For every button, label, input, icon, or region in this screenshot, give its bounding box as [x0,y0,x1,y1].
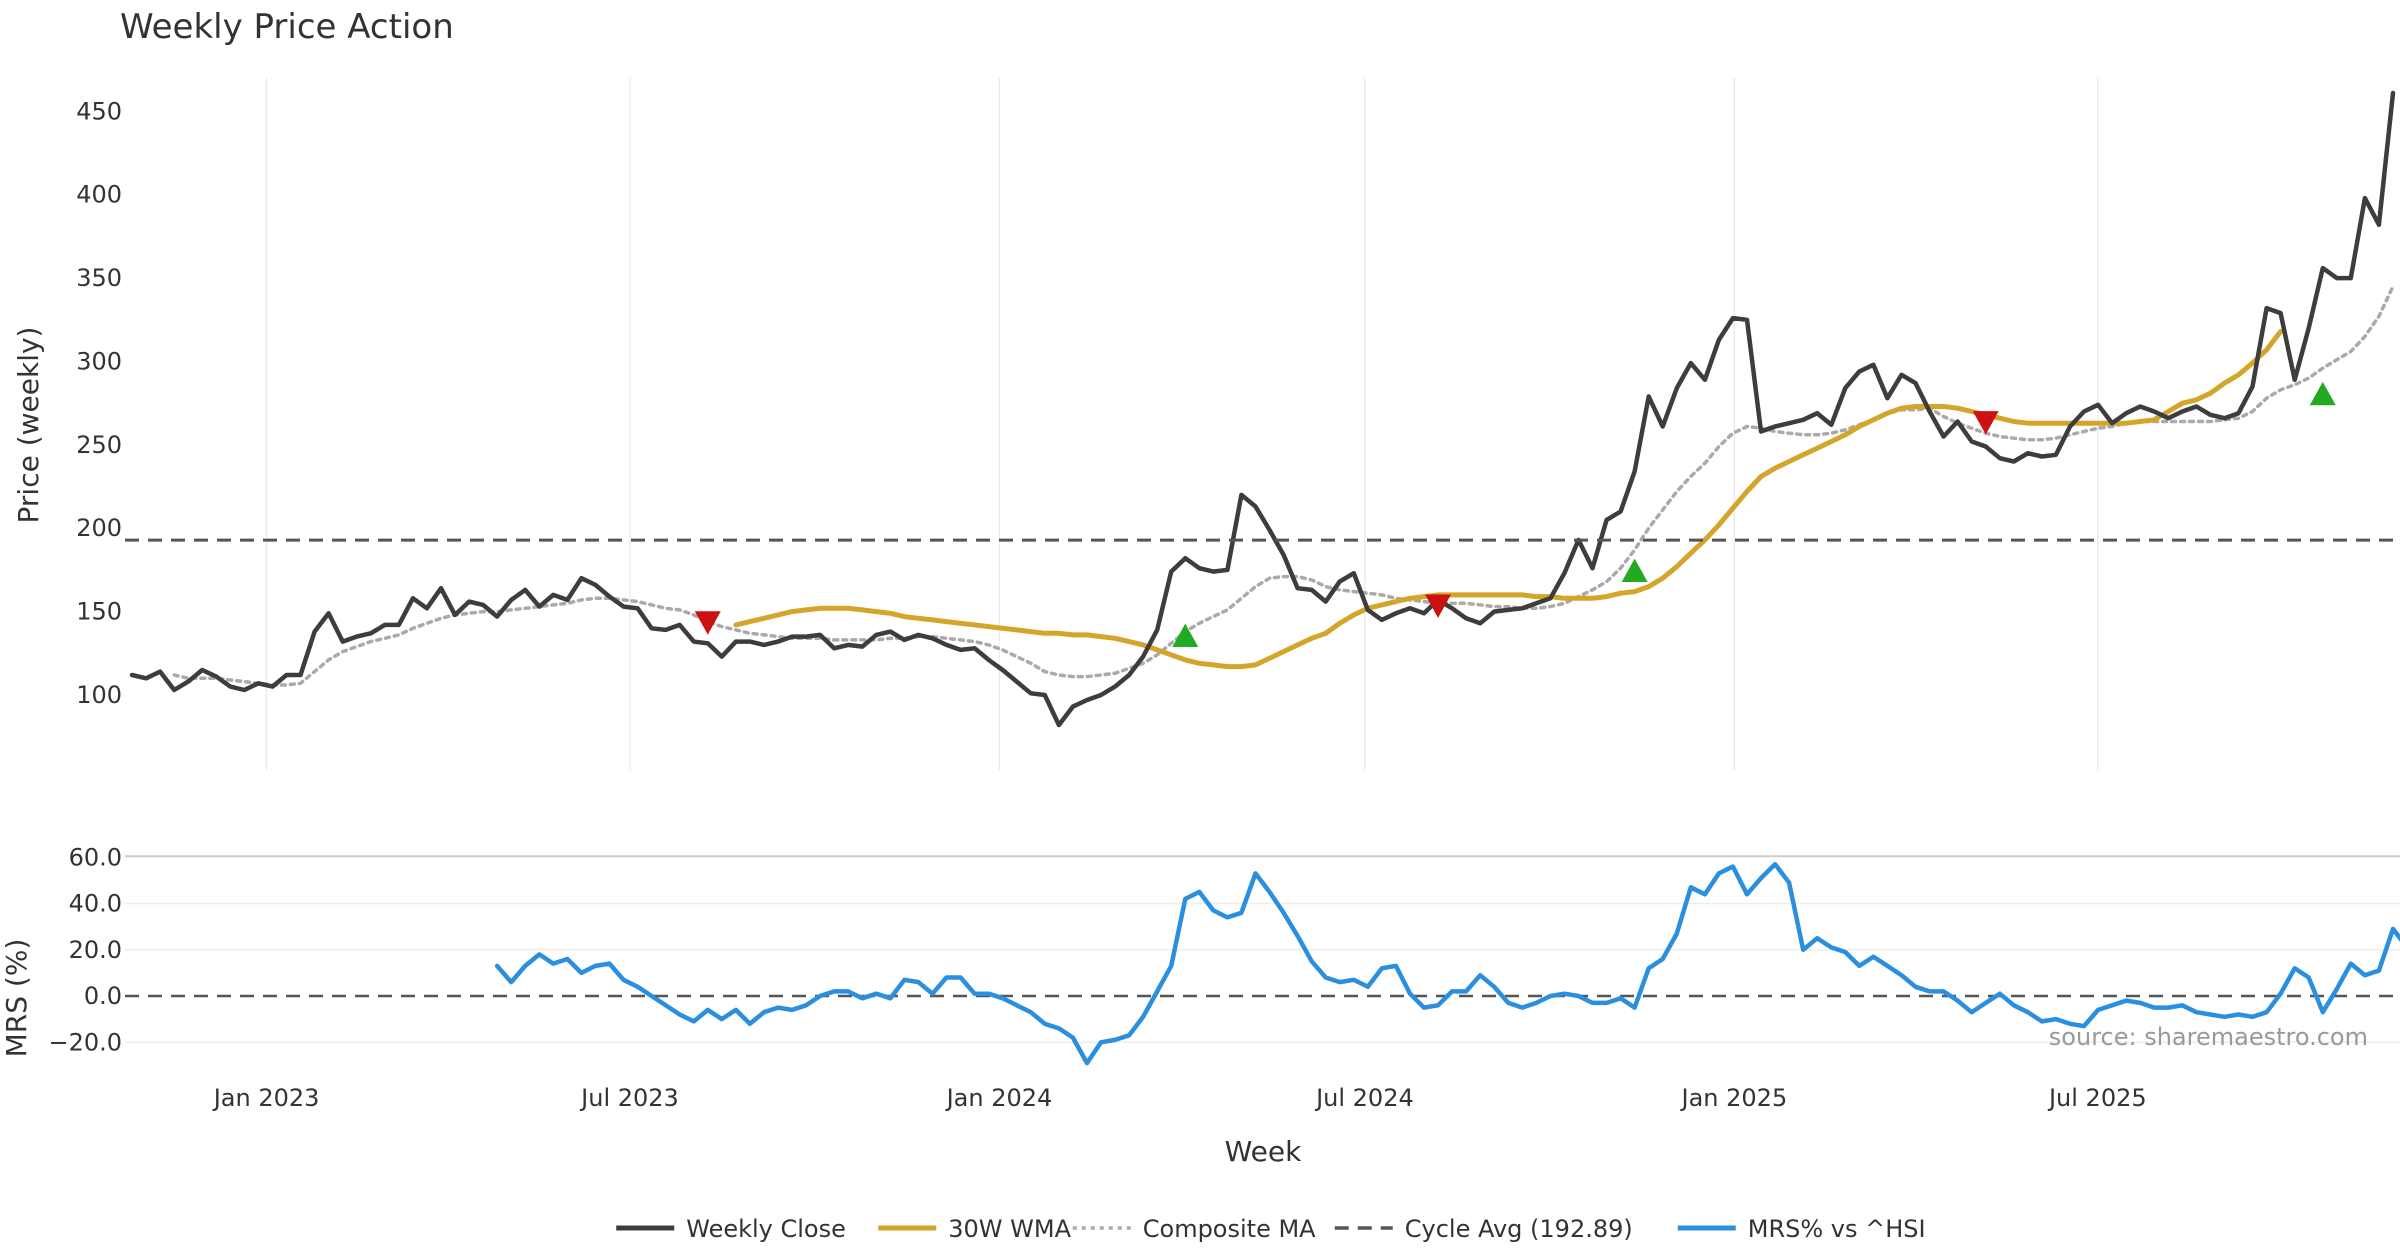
wma-30w-line [733,329,2284,670]
legend-label: Weekly Close [686,1215,846,1243]
mrs-y-tick-label: 0.0 [84,982,122,1010]
buy-signal-marker [2309,381,2336,406]
x-axis-label: Week [1225,1135,1302,1168]
price-y-tick-label: 400 [76,181,122,209]
legend-label: Cycle Avg (192.89) [1405,1215,1633,1243]
mrs-y-tick-label: 20.0 [69,936,122,964]
top-series-layer [125,90,2400,728]
legend-label: MRS% vs ^HSI [1748,1215,1926,1243]
sell-signal-marker [1425,594,1452,618]
weekly-close-line [129,90,2396,728]
mrs-y-axis-label: MRS (%) [0,939,33,1058]
price-y-tick-label: 350 [76,264,122,292]
price-y-tick-label: 200 [76,514,122,542]
price-y-tick-label: 250 [76,431,122,459]
x-tick-label: Jan 2025 [1680,1084,1788,1112]
price-y-tick-label: 300 [76,347,122,375]
axis-text-layer: Jan 2023 Jul 2023 Jan 2024 Jul 2024 Jan 2025… [48,97,2146,1112]
price-y-axis-label: Price (weekly) [12,327,45,524]
composite-ma-line [172,284,2395,687]
buy-signal-marker [1621,558,1648,582]
source-annotation: source: sharemaestro.com [2049,1023,2368,1051]
price-y-tick-label: 450 [76,97,122,125]
x-tick-label: Jul 2023 [579,1084,679,1112]
legend-label: 30W WMA [948,1215,1071,1243]
chart-title: Weekly Price Action [120,7,454,47]
markers-layer [694,381,2336,648]
legend-label: Composite MA [1143,1215,1316,1243]
x-tick-label: Jan 2024 [945,1084,1053,1112]
mrs-y-tick-label: 40.0 [69,890,122,918]
sell-signal-marker [694,611,721,635]
legend: Weekly Close 30W WMA Composite MA Cycle Avg… [616,1215,1926,1243]
price-y-tick-label: 100 [76,681,122,709]
sell-signal-marker [1972,411,1999,435]
mrs-y-tick-label: 60.0 [69,843,122,871]
x-tick-label: Jul 2024 [1314,1084,1414,1112]
mrs-line [494,861,2400,1066]
mrs-y-tick-label: −20.0 [48,1028,122,1056]
x-tick-label: Jan 2023 [212,1084,320,1112]
grid-layer [125,78,2400,1043]
buy-signal-marker [1172,623,1199,648]
price-y-tick-label: 150 [76,598,122,626]
bottom-series-layer [125,861,2400,1066]
x-tick-label: Jul 2025 [2047,1084,2147,1112]
